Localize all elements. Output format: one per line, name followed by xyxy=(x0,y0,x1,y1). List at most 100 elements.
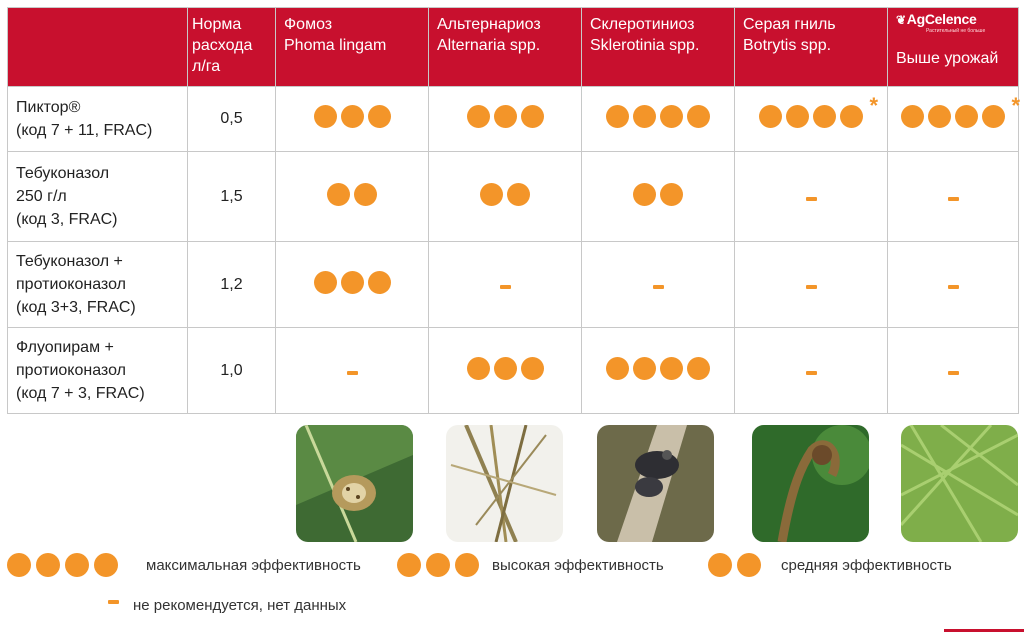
rate-value-cell: 0,5 xyxy=(187,86,276,152)
efficacy-dots: * xyxy=(759,93,878,128)
efficacy-dots xyxy=(633,182,683,206)
not-recommended-dash xyxy=(346,370,358,375)
efficacy-dot xyxy=(606,356,629,380)
rating-cell-sclerotinia xyxy=(581,241,735,328)
product-name-cell: Тебуконазол + протиоконазол (код 3+3, FRAC… xyxy=(7,241,188,328)
efficacy-dot xyxy=(633,105,656,128)
efficacy-dot xyxy=(633,182,656,206)
efficacy-dots xyxy=(313,270,391,294)
not-recommended-dash xyxy=(499,284,511,289)
table-row: Тебуконазол 250 г/л (код 3, FRAC) 1,5 xyxy=(7,151,1019,242)
header-botrytis: Серая гниль Botrytis spp. xyxy=(734,7,888,87)
rating-cell-botrytis xyxy=(734,151,888,242)
legend-max-label: максимальная эффективность xyxy=(146,556,361,574)
efficacy-dots xyxy=(466,105,544,128)
product-name-cell: Флуопирам + протиоконазол (код 7 + 3, FRAC… xyxy=(7,327,188,414)
legend-medium-dots xyxy=(708,553,761,577)
green-pods-photo xyxy=(901,425,1018,542)
legend-dash xyxy=(108,599,119,604)
efficacy-dot xyxy=(507,182,530,206)
rating-cell-alternaria xyxy=(428,151,582,242)
efficacy-dot xyxy=(660,105,683,128)
efficacy-table: Норма расхода л/га Фомоз Phoma lingam Аль… xyxy=(7,7,1020,414)
phoma-lesion-photo xyxy=(296,425,413,542)
rating-cell-botrytis xyxy=(734,241,888,328)
legend-none-label: не рекомендуется, нет данных xyxy=(133,597,347,614)
legend-medium-label: средняя эффективность xyxy=(781,556,952,574)
sclerotinia-stem-photo xyxy=(597,425,714,542)
not-recommended-dash xyxy=(805,370,817,375)
rating-cell-alternaria xyxy=(428,327,582,414)
rate-value-cell: 1,0 xyxy=(187,327,276,414)
efficacy-dots xyxy=(480,182,530,206)
efficacy-dot xyxy=(520,356,544,380)
efficacy-dots xyxy=(466,356,544,380)
agcelence-leaf-icon: ❦ xyxy=(896,13,906,27)
not-recommended-dash xyxy=(947,196,959,201)
efficacy-dot xyxy=(327,182,350,206)
efficacy-dot xyxy=(955,105,978,128)
rating-cell-yield: * xyxy=(887,86,1020,152)
rating-cell-sclerotinia xyxy=(581,151,735,242)
efficacy-dots: * xyxy=(901,93,1020,128)
rating-cell-phoma xyxy=(275,241,429,328)
efficacy-dot xyxy=(606,105,629,128)
rate-value-cell: 1,2 xyxy=(187,241,276,328)
header-phoma: Фомоз Phoma lingam xyxy=(275,7,429,87)
legend-high-dots xyxy=(397,553,479,577)
efficacy-dot xyxy=(660,182,683,206)
rating-cell-phoma xyxy=(275,327,429,414)
efficacy-dots xyxy=(606,105,710,128)
not-recommended-dash xyxy=(805,284,817,289)
efficacy-dot xyxy=(633,356,656,380)
efficacy-dot xyxy=(313,270,337,294)
efficacy-dot xyxy=(901,105,924,128)
header-yield: ❦AgCelence Растительный не больше Выше у… xyxy=(887,7,1019,87)
legend-max-dots xyxy=(7,553,118,577)
header-rate-cell: Норма расхода л/га xyxy=(187,7,276,87)
product-name-cell: Тебуконазол 250 г/л (код 3, FRAC) xyxy=(7,151,188,242)
table-row: Пиктор® (код 7 + 11, FRAC) 0,5 * * xyxy=(7,86,1020,152)
efficacy-dot xyxy=(466,105,490,128)
efficacy-dot xyxy=(759,105,782,128)
table-header-row: Норма расхода л/га Фомоз Phoma lingam Аль… xyxy=(7,7,1019,87)
rating-cell-yield xyxy=(887,327,1019,414)
not-recommended-dash xyxy=(947,284,959,289)
efficacy-dots xyxy=(327,182,377,206)
yield-label: Выше урожай xyxy=(896,50,999,67)
rating-cell-yield xyxy=(887,241,1019,328)
rating-cell-botrytis xyxy=(734,327,888,414)
efficacy-dot xyxy=(687,105,710,128)
rating-cell-alternaria xyxy=(428,86,582,152)
rating-cell-phoma xyxy=(275,151,429,242)
legend-max: максимальная эффективность xyxy=(7,553,361,577)
efficacy-dot xyxy=(340,270,364,294)
efficacy-dot xyxy=(840,105,863,128)
efficacy-dot xyxy=(520,105,544,128)
rating-cell-phoma xyxy=(275,86,429,152)
efficacy-dot xyxy=(313,105,337,128)
table-row: Тебуконазол + протиоконазол (код 3+3, FRAC… xyxy=(7,241,1019,328)
asterisk-icon: * xyxy=(1011,93,1020,118)
efficacy-dot xyxy=(982,105,1005,128)
rating-cell-alternaria xyxy=(428,241,582,328)
efficacy-dot xyxy=(354,182,377,206)
rating-cell-sclerotinia xyxy=(581,86,735,152)
table-row: Флуопирам + протиоконазол (код 7 + 3, FRAC… xyxy=(7,327,1019,414)
corner-accent xyxy=(944,629,1024,632)
header-alternaria: Альтернариоз Alternaria spp. xyxy=(428,7,582,87)
efficacy-dot xyxy=(813,105,836,128)
product-name-cell: Пиктор® (код 7 + 11, FRAC) xyxy=(7,86,188,152)
botrytis-pod-photo xyxy=(752,425,869,542)
efficacy-dot xyxy=(466,356,490,380)
rating-cell-botrytis: * xyxy=(734,86,888,152)
legend-medium: средняя эффективность xyxy=(708,553,952,577)
efficacy-dot xyxy=(786,105,809,128)
efficacy-dot xyxy=(928,105,951,128)
not-recommended-dash xyxy=(652,284,664,289)
rating-cell-sclerotinia xyxy=(581,327,735,414)
efficacy-dot xyxy=(340,105,364,128)
efficacy-dot xyxy=(493,356,517,380)
efficacy-dot xyxy=(493,105,517,128)
header-product-cell xyxy=(7,7,188,87)
